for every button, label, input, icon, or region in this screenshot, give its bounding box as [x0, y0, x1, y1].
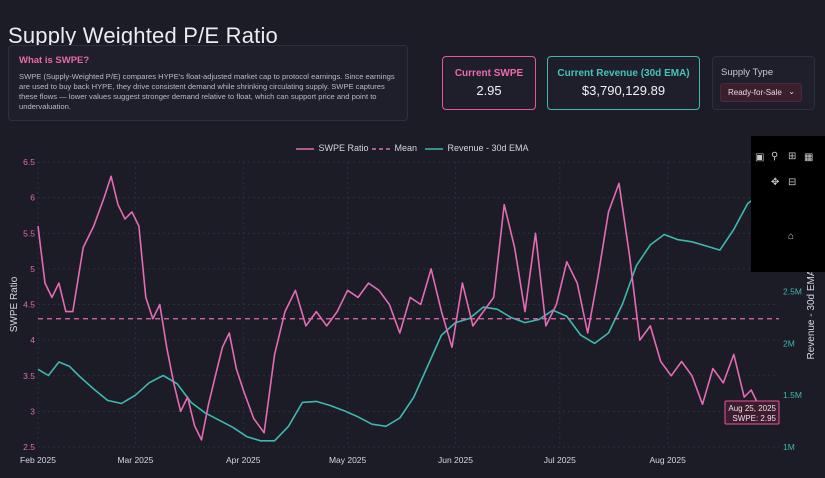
y-tick-left: 3.5 — [23, 371, 35, 381]
current-swpe-label: Current SWPE — [454, 68, 524, 79]
supply-type-panel: Supply Type Ready-for-Sale ⌄ — [712, 56, 815, 110]
y-tick-left: 5 — [30, 264, 35, 274]
tooltip-date: Aug 25, 2025 — [728, 404, 776, 413]
home-icon[interactable]: ⌂ — [788, 231, 795, 242]
camera-icon[interactable]: ▣ — [755, 152, 765, 163]
x-tick: Mar 2025 — [117, 455, 153, 465]
current-revenue-label: Current Revenue (30d EMA) — [557, 68, 690, 79]
supply-type-select[interactable]: Ready-for-Sale ⌄ — [720, 83, 802, 102]
y-tick-left: 5.5 — [23, 228, 35, 238]
x-tick: Feb 2025 — [20, 455, 56, 465]
current-swpe-card: Current SWPE 2.95 — [442, 56, 536, 110]
y-tick-right: 2M — [783, 338, 795, 348]
y-tick-right: 1M — [783, 442, 795, 452]
x-tick: May 2025 — [329, 455, 367, 465]
x-tick: Aug 2025 — [649, 455, 686, 465]
hover-tooltip — [724, 400, 780, 425]
y-axis-left-title: SWPE Ratio — [9, 276, 20, 332]
legend-revenue-swatch — [425, 147, 443, 150]
chart-legend: SWPE Ratio Mean Revenue - 30d EMA — [0, 143, 825, 157]
legend-swpe-label: SWPE Ratio — [318, 143, 369, 153]
swpe-line — [37, 175, 776, 441]
y-tick-left: 3 — [30, 406, 35, 416]
current-swpe-value: 2.95 — [476, 83, 502, 98]
zoom-in-icon[interactable]: ⊞ — [788, 151, 797, 162]
x-tick: Apr 2025 — [226, 455, 261, 465]
revenue-line — [37, 175, 777, 442]
legend-mean-label: Mean — [394, 143, 418, 153]
y-tick-left: 2.5 — [23, 442, 35, 452]
zoom-icon[interactable]: ⚲ — [771, 151, 779, 162]
legend-mean-swatch — [372, 147, 390, 150]
legend-revenue[interactable]: Revenue - 30d EMA — [425, 143, 529, 154]
legend-swpe-swatch — [296, 147, 314, 150]
chart-modebar: ▣ ⚲ ⊞ ▦ ✥ ⊟ ⌂ — [751, 136, 825, 272]
swpe-info-panel: What is SWPE? SWPE (Supply-Weighted P/E)… — [8, 45, 408, 121]
legend-mean[interactable]: Mean — [372, 143, 417, 154]
info-heading: What is SWPE? — [19, 55, 90, 66]
y-tick-right: 2.5M — [783, 287, 802, 297]
autoscale-icon[interactable]: ▦ — [804, 152, 814, 163]
y-tick-left: 4 — [30, 335, 35, 345]
info-text: SWPE (Supply-Weighted P/E) compares HYPE… — [19, 72, 395, 111]
y-tick-right: 1.5M — [783, 390, 802, 400]
page-title: Supply Weighted P/E Ratio — [8, 22, 278, 48]
y-tick-left: 6.5 — [23, 157, 35, 167]
chevron-down-icon: ⌄ — [788, 87, 795, 96]
y-tick-left: 4.5 — [23, 300, 35, 310]
legend-swpe[interactable]: SWPE Ratio — [296, 143, 369, 154]
legend-revenue-label: Revenue - 30d EMA — [447, 143, 529, 153]
tooltip-value: SWPE: 2.95 — [732, 414, 776, 423]
current-revenue-value: $3,790,129.89 — [581, 83, 666, 98]
x-tick: Jun 2025 — [438, 455, 473, 465]
zoom-out-icon[interactable]: ⊟ — [788, 177, 797, 188]
supply-type-value: Ready-for-Sale — [728, 88, 782, 97]
pan-icon[interactable]: ✥ — [771, 177, 780, 188]
y-tick-left: 6 — [30, 193, 35, 203]
x-tick: Jul 2025 — [544, 455, 576, 465]
current-revenue-card: Current Revenue (30d EMA) $3,790,129.89 — [547, 56, 700, 110]
supply-type-label: Supply Type — [721, 67, 774, 78]
y-axis-right-title: Revenue - 30d EMA — [806, 269, 817, 359]
